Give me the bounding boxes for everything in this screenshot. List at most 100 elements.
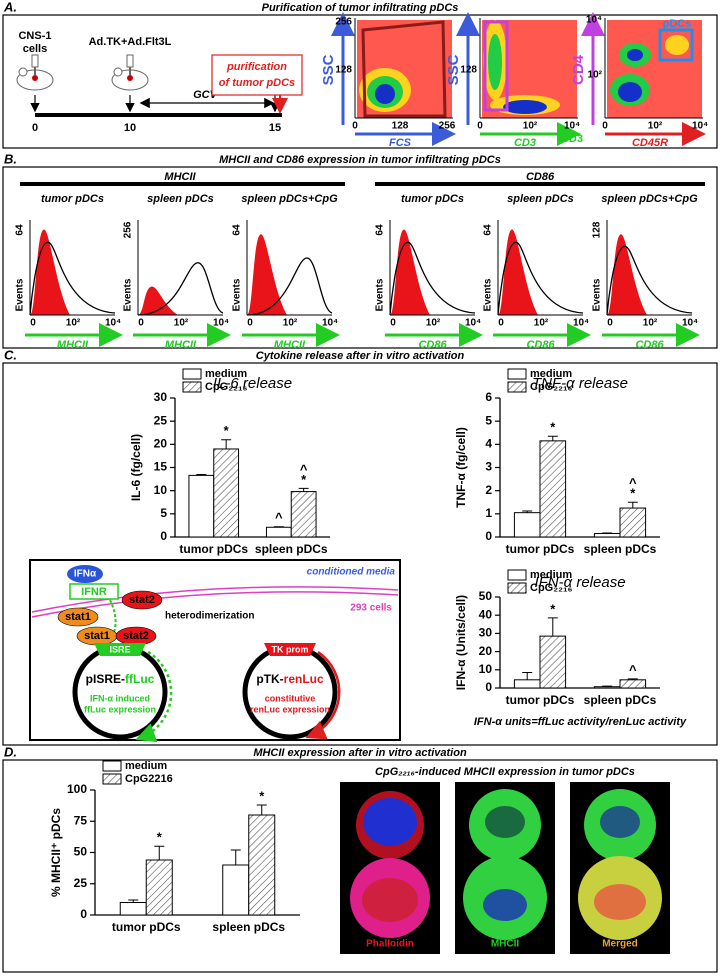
x-tick-label: 10⁴ bbox=[692, 121, 708, 132]
x-axis-label: CD86 bbox=[635, 339, 664, 351]
significance-marker: * bbox=[259, 788, 265, 803]
purification-box bbox=[211, 54, 303, 96]
bar bbox=[290, 491, 317, 538]
y-tick-label: 3 bbox=[485, 460, 492, 474]
plot-title: spleen pDCs bbox=[507, 193, 574, 205]
y-axis-label: IFN-α (Units/cell) bbox=[454, 595, 468, 690]
y-tick-label: 30 bbox=[479, 626, 493, 640]
bar bbox=[539, 440, 567, 538]
cells-label: CNS-1 bbox=[18, 30, 51, 42]
y-tick-label: 0 bbox=[160, 529, 167, 543]
legend-label: medium bbox=[530, 368, 572, 380]
y-tick-label: 6 bbox=[485, 390, 492, 404]
purification-label: of tumor pDCs bbox=[219, 77, 295, 89]
stat-protein bbox=[57, 607, 99, 627]
bar bbox=[213, 448, 240, 538]
significance-marker: ^ bbox=[275, 510, 283, 525]
panel-label: D. bbox=[4, 744, 17, 759]
significance-marker: * bbox=[550, 601, 556, 616]
x-tick-label: tumor pDCs bbox=[506, 542, 575, 556]
x-tick-label: 10² bbox=[174, 318, 189, 329]
significance-marker: * bbox=[630, 486, 636, 501]
y-tick-label: 40 bbox=[479, 607, 493, 621]
plot-title: spleen pDCs bbox=[147, 193, 214, 205]
x-tick-label: 10² bbox=[648, 121, 663, 132]
panel-frame bbox=[2, 166, 718, 349]
mouse-ear bbox=[18, 67, 28, 77]
x-axis-label: MHCII bbox=[274, 339, 306, 351]
chart-title: TNF-α release bbox=[532, 375, 628, 392]
plot-title: spleen pDCs+CpG bbox=[241, 193, 338, 205]
histogram-line bbox=[389, 241, 476, 316]
x-tick-label: 10² bbox=[66, 318, 81, 329]
y-max-label: 128 bbox=[592, 221, 603, 238]
panel-title: Purification of tumor infiltrating pDCs bbox=[262, 2, 459, 14]
plasmid-note: renLuc expression bbox=[250, 704, 330, 714]
nucleus bbox=[363, 798, 417, 846]
legend-label: medium bbox=[205, 368, 247, 380]
plasmid-name: pISRE-ffLuc bbox=[86, 672, 155, 686]
histogram-line bbox=[606, 245, 693, 316]
panel-label: B. bbox=[4, 151, 17, 166]
significance-marker: * bbox=[301, 472, 307, 487]
expression-arrow bbox=[135, 650, 173, 743]
flow-density bbox=[503, 100, 547, 114]
plot-title: spleen pDCs+CpG bbox=[601, 193, 698, 205]
y-tick-label: 20 bbox=[479, 644, 493, 658]
ligand bbox=[67, 565, 103, 583]
histogram-line bbox=[497, 241, 584, 316]
stat-label: stat1 bbox=[84, 630, 110, 642]
error-bar bbox=[522, 672, 533, 680]
treatment-label: Ad.TK+Ad.Flt3L bbox=[89, 36, 172, 48]
panel-frame bbox=[2, 759, 718, 973]
x-tick-label: spleen pDCs bbox=[584, 693, 657, 707]
significance-marker: ^ bbox=[629, 662, 637, 677]
y-axis-label: Events bbox=[375, 278, 386, 311]
y-axis-label: IL-6 (fg/cell) bbox=[129, 434, 143, 501]
x-tick-label: 10⁴ bbox=[682, 318, 698, 329]
cells-label: cells bbox=[23, 43, 47, 55]
image-label: MHCII bbox=[491, 939, 520, 950]
histogram-fill bbox=[138, 286, 178, 315]
y-tick-label: 5 bbox=[160, 506, 167, 520]
y-axis-label: Events bbox=[592, 278, 603, 311]
error-bar bbox=[627, 678, 638, 680]
x-tick-label: 10² bbox=[643, 318, 658, 329]
error-bar bbox=[230, 849, 241, 865]
x-tick-label: 10⁴ bbox=[573, 318, 589, 329]
histogram-fill bbox=[498, 229, 538, 315]
bar bbox=[593, 533, 621, 538]
nucleus bbox=[594, 884, 646, 920]
y-axis-label: TNF-α (fg/cell) bbox=[454, 427, 468, 508]
day-label: 0 bbox=[32, 122, 38, 134]
y-tick-label: 0 bbox=[80, 907, 87, 921]
x-tick-label: 10² bbox=[426, 318, 441, 329]
stat-label: stat1 bbox=[65, 611, 91, 623]
y-tick-label: 100 bbox=[67, 782, 87, 796]
injection bbox=[32, 75, 38, 81]
x-tick-label: 10⁴ bbox=[105, 318, 121, 329]
panel-frame bbox=[2, 362, 718, 746]
y-axis-label: SSC bbox=[445, 54, 462, 85]
promoter-label: TK prom bbox=[272, 644, 309, 654]
legend-label: CpG₂₂₁₆ bbox=[530, 381, 573, 393]
y-axis-label: Events bbox=[483, 278, 494, 311]
cells-label: 293 cells bbox=[350, 603, 392, 614]
x-tick-label: spleen pDCs bbox=[212, 920, 285, 934]
y-tick-label: 25 bbox=[74, 876, 88, 890]
x-tick-label: 0 bbox=[30, 318, 36, 329]
error-bar bbox=[298, 487, 309, 492]
gate-label: pDCs bbox=[663, 18, 692, 30]
y-tick-label: 128 bbox=[460, 65, 477, 76]
bar bbox=[619, 679, 647, 689]
significance-marker: * bbox=[157, 830, 163, 845]
legend-swatch bbox=[507, 582, 527, 594]
legend-swatch bbox=[102, 773, 122, 785]
y-axis-label: Events bbox=[232, 278, 243, 311]
error-bar bbox=[154, 845, 165, 860]
significance-marker: ^ bbox=[300, 462, 308, 477]
error-bar bbox=[196, 473, 207, 476]
x-axis-label: CD86 bbox=[526, 339, 555, 351]
y-max-label: 64 bbox=[375, 224, 386, 236]
